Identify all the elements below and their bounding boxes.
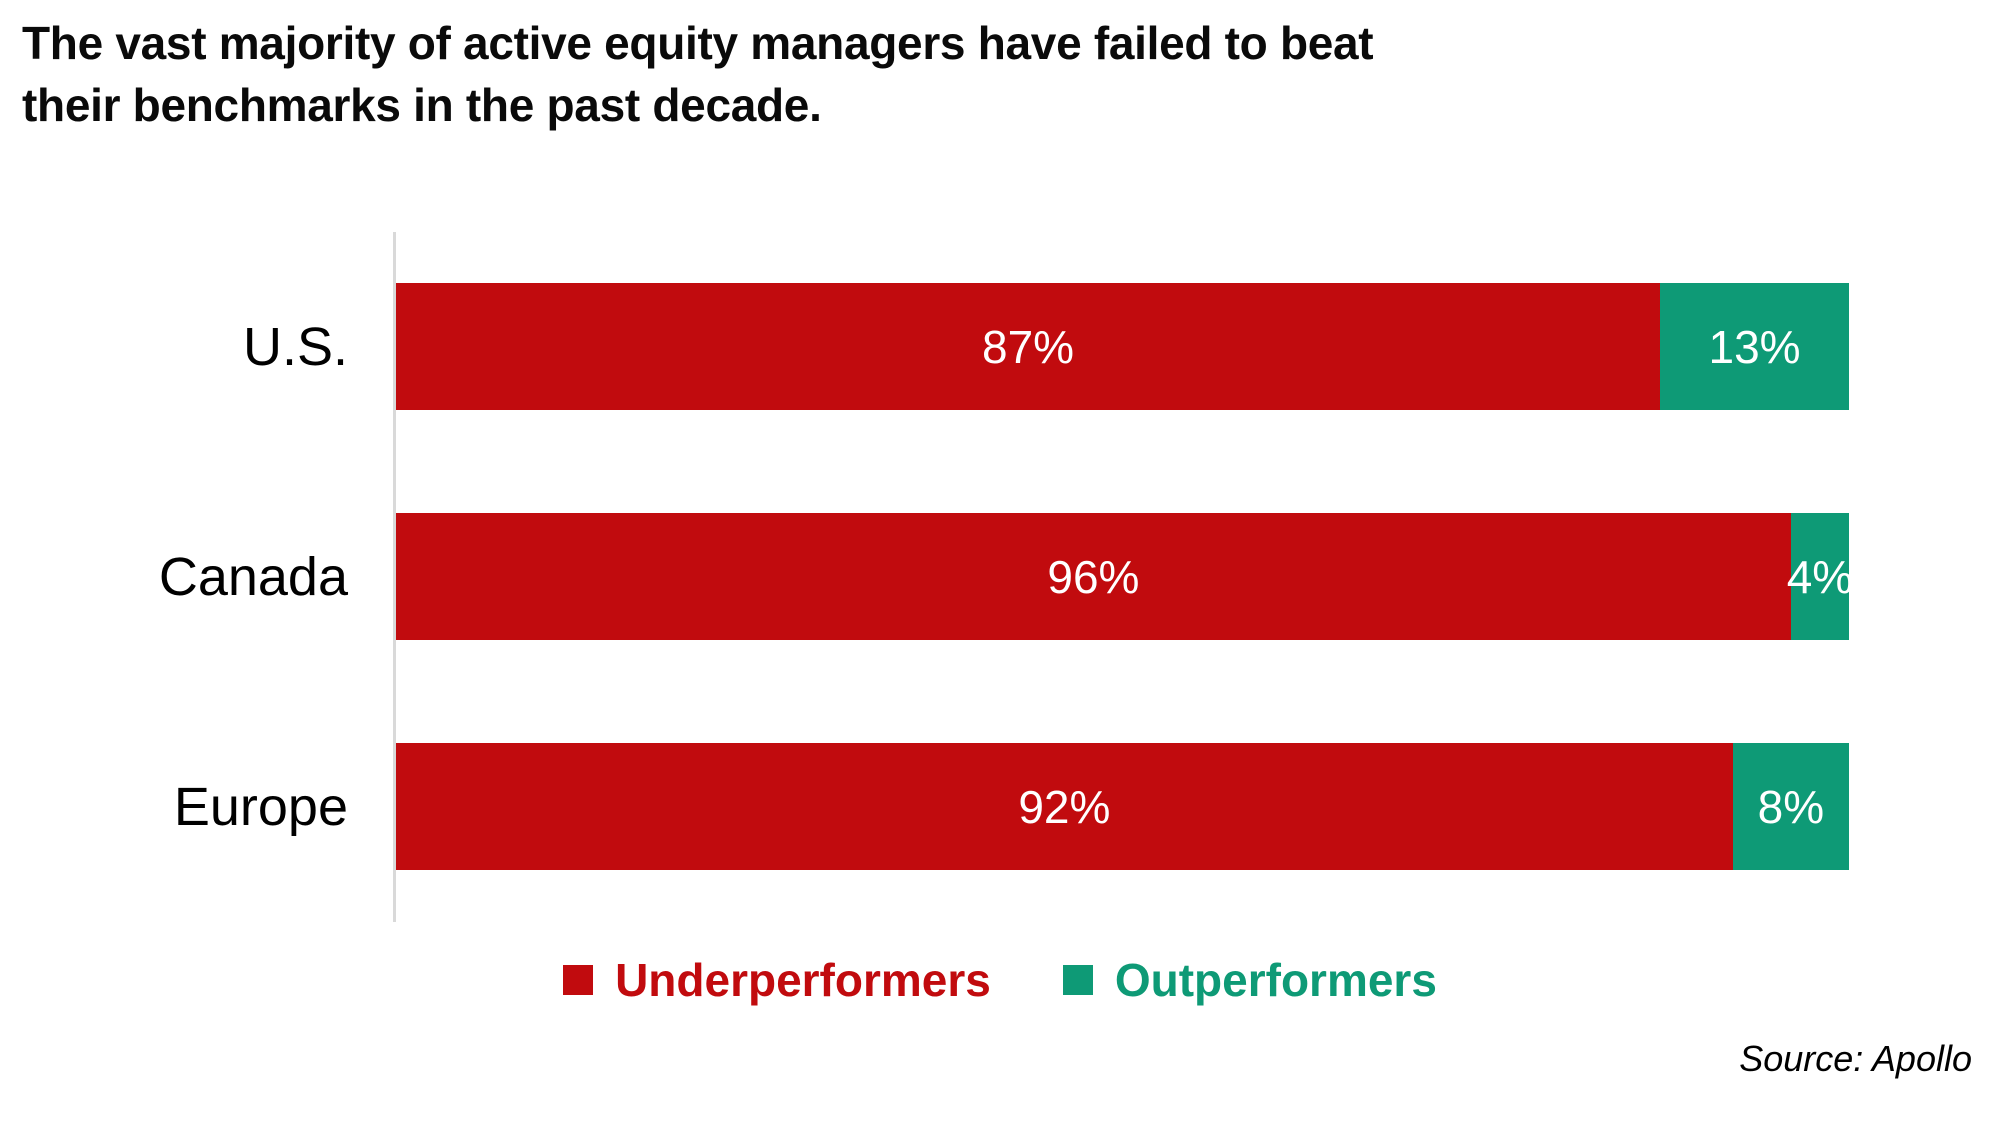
bar-row: 87% 13%: [396, 283, 1849, 410]
bar-segment-underperformers: 96%: [396, 513, 1791, 640]
legend-item-underperformers: Underperformers: [563, 953, 991, 1007]
bar-value-label: 87%: [982, 320, 1075, 373]
chart-title: The vast majority of active equity manag…: [22, 17, 1374, 131]
category-label: Canada: [158, 546, 348, 607]
bar-row: 96% 4%: [396, 513, 1853, 640]
bar-segment-underperformers: 92%: [396, 743, 1733, 870]
bar-row: 92% 8%: [396, 743, 1849, 870]
bar-segment-outperformers: 4%: [1787, 513, 1853, 640]
legend-label-underperformers: Underperformers: [615, 954, 991, 1006]
bar-segment-outperformers: 13%: [1660, 283, 1849, 410]
bar-value-label: 4%: [1786, 550, 1854, 603]
category-label: Europe: [173, 776, 348, 837]
bar-segment-outperformers: 8%: [1732, 743, 1849, 870]
legend-swatch-underperformers: [563, 965, 594, 995]
bar-value-label: 13%: [1708, 320, 1801, 373]
bar-value-label: 8%: [1757, 780, 1825, 833]
category-label: U.S.: [242, 316, 348, 377]
category-axis-line: [393, 232, 396, 922]
source-attribution: Source: Apollo: [1739, 1038, 1972, 1079]
legend-swatch-outperformers: [1062, 965, 1093, 995]
legend-item-outperformers: Outperformers: [1062, 953, 1437, 1007]
legend: Underperformers Outperformers: [0, 944, 2000, 1016]
legend-label-outperformers: Outperformers: [1114, 954, 1437, 1006]
bar-value-label: 92%: [1018, 780, 1111, 833]
bar-segment-underperformers: 87%: [396, 283, 1661, 410]
bar-value-label: 96%: [1047, 550, 1140, 603]
